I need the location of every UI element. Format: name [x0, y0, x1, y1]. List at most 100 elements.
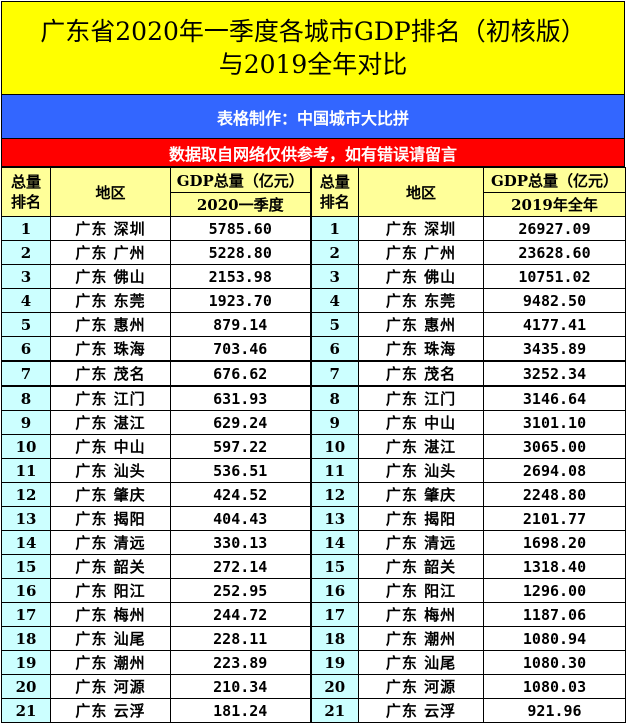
rank-cell: 19: [310, 650, 359, 675]
header-subrow: 2020一季度 2019年全年: [2, 192, 626, 217]
table-row: 20 广东 河源 210.34 20 广东 河源 1080.03: [1, 674, 626, 699]
rank-cell: 11: [1, 458, 51, 483]
gdp-2019-cell: 3101.10: [483, 410, 626, 435]
rank-cell: 2: [310, 240, 359, 265]
region-cell: 广东 珠海: [358, 336, 484, 362]
table-row: 3 广东 佛山 2153.98 3 广东 佛山 10751.02: [1, 264, 626, 289]
gdp-2020q1-cell: 1923.70: [170, 288, 312, 313]
gdp-2019-cell: 9482.50: [483, 288, 626, 313]
gdp-2019-cell: 2101.77: [483, 506, 626, 531]
gdp-2020q1-cell: 244.72: [170, 602, 312, 627]
gdp-2020q1-cell: 252.95: [170, 578, 312, 603]
region-cell: 广东 汕头: [358, 458, 484, 483]
gdp-2019-cell: 26927.09: [483, 216, 626, 241]
gdp-2019-cell: 1080.94: [483, 626, 626, 651]
region-cell: 广东 梅州: [50, 602, 171, 627]
rank-cell: 6: [1, 336, 51, 362]
title-line-1: 广东省2020年一季度各城市GDP排名（初核版）: [40, 17, 586, 46]
gdp-2019-cell: 1698.20: [483, 530, 626, 555]
table-row: 7 广东 茂名 676.62 7 广东 茂名 3252.34: [1, 360, 626, 387]
region-cell: 广东 清远: [358, 530, 484, 555]
gdp-2019-cell: 4177.41: [483, 312, 626, 337]
rank-cell: 1: [1, 216, 51, 241]
region-cell: 广东 韶关: [50, 554, 171, 579]
rank-cell: 18: [1, 626, 51, 651]
rank-cell: 9: [310, 410, 359, 435]
rank-cell: 8: [310, 385, 359, 411]
table-row: 1 广东 深圳 5785.60 1 广东 深圳 26927.09: [1, 216, 626, 241]
region-cell: 广东 广州: [50, 240, 171, 265]
rank-cell: 2: [1, 240, 51, 265]
gdp-2020q1-cell: 424.52: [170, 482, 312, 507]
rank-cell: 10: [310, 434, 359, 459]
table-row: 15 广东 韶关 272.14 15 广东 韶关 1318.40: [1, 554, 626, 579]
gdp-2020q1-cell: 210.34: [170, 674, 312, 699]
header-rank-left: 总量排名: [1, 167, 51, 217]
region-cell: 广东 河源: [358, 674, 484, 699]
rank-cell: 6: [310, 336, 359, 362]
region-cell: 广东 揭阳: [358, 506, 484, 531]
gdp-2019-cell: 1080.30: [483, 650, 626, 675]
gdp-2020q1-cell: 676.62: [170, 360, 312, 387]
region-cell: 广东 东莞: [358, 288, 484, 313]
region-cell: 广东 广州: [358, 240, 484, 265]
region-cell: 广东 中山: [50, 434, 171, 459]
rank-cell: 19: [1, 650, 51, 675]
gdp-2019-cell: 3435.89: [483, 336, 626, 362]
gdp-2019-cell: 1318.40: [483, 554, 626, 579]
table-row: 14 广东 清远 330.13 14 广东 清远 1698.20: [1, 530, 626, 555]
gdp-2020q1-cell: 5228.80: [170, 240, 312, 265]
rank-cell: 21: [310, 698, 359, 723]
header-row: 总量排名 地区 GDP总量（亿元） 总量排名 地区 GDP总量（亿元）: [1, 167, 626, 217]
rank-cell: 8: [1, 385, 51, 411]
table-row: 12 广东 肇庆 424.52 12 广东 肇庆 2248.80: [1, 482, 626, 507]
region-cell: 广东 汕头: [50, 458, 171, 483]
region-cell: 广东 佛山: [358, 264, 484, 289]
region-cell: 广东 汕尾: [358, 650, 484, 675]
gdp-2019-cell: 10751.02: [483, 264, 626, 289]
region-cell: 广东 惠州: [50, 312, 171, 337]
credit-banner: 表格制作：中国城市大比拼: [1, 95, 625, 139]
rank-cell: 14: [310, 530, 359, 555]
region-cell: 广东 潮州: [358, 626, 484, 651]
rank-cell: 13: [310, 506, 359, 531]
region-cell: 广东 湛江: [50, 410, 171, 435]
table-row: 21 广东 云浮 181.24 21 广东 云浮 921.96: [1, 698, 626, 723]
gdp-2020q1-cell: 703.46: [170, 336, 312, 362]
page-title: 广东省2020年一季度各城市GDP排名（初核版） 与2019全年对比: [1, 1, 625, 95]
region-cell: 广东 江门: [50, 385, 171, 411]
header-gdp-right: GDP总量（亿元）: [483, 167, 626, 193]
header-region-right: 地区: [358, 167, 484, 217]
rank-cell: 1: [310, 216, 359, 241]
rank-cell: 10: [1, 434, 51, 459]
region-cell: 广东 惠州: [358, 312, 484, 337]
gdp-2019-cell: 2694.08: [483, 458, 626, 483]
table-row: 5 广东 惠州 879.14 5 广东 惠州 4177.41: [1, 312, 626, 337]
rank-cell: 20: [1, 674, 51, 699]
region-cell: 广东 中山: [358, 410, 484, 435]
gdp-2019-cell: 3146.64: [483, 385, 626, 411]
gdp-2019-cell: 3252.34: [483, 360, 626, 387]
header-rank-right: 总量排名: [310, 167, 359, 217]
gdp-2020q1-cell: 597.22: [170, 434, 312, 459]
table-row: 8 广东 江门 631.93 8 广东 江门 3146.64: [1, 385, 626, 411]
header-region-left: 地区: [50, 167, 171, 217]
region-cell: 广东 佛山: [50, 264, 171, 289]
region-cell: 广东 云浮: [50, 698, 171, 723]
table-row: 19 广东 潮州 223.89 19 广东 汕尾 1080.30: [1, 650, 626, 675]
gdp-2020q1-cell: 223.89: [170, 650, 312, 675]
rank-cell: 15: [1, 554, 51, 579]
table-row: 4 广东 东莞 1923.70 4 广东 东莞 9482.50: [1, 288, 626, 313]
gdp-2020q1-cell: 181.24: [170, 698, 312, 723]
rank-cell: 16: [310, 578, 359, 603]
gdp-2019-cell: 1187.06: [483, 602, 626, 627]
rank-cell: 5: [1, 312, 51, 337]
rank-cell: 11: [310, 458, 359, 483]
table-row: 16 广东 阳江 252.95 16 广东 阳江 1296.00: [1, 578, 626, 603]
title-line-2: 与2019全年对比: [218, 50, 408, 79]
region-cell: 广东 肇庆: [358, 482, 484, 507]
gdp-2020q1-cell: 2153.98: [170, 264, 312, 289]
header-gdp-left: GDP总量（亿元）: [170, 167, 312, 193]
rank-cell: 12: [310, 482, 359, 507]
